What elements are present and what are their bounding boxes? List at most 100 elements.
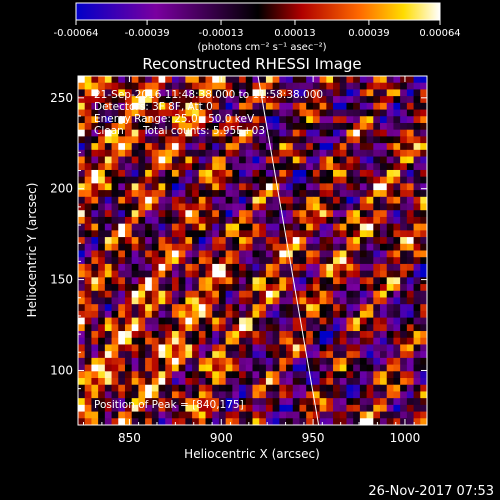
heatmap-cell [333,391,341,399]
heatmap-cell [413,183,421,191]
heatmap-cell [185,116,193,124]
heatmap-cell [272,277,280,285]
heatmap-cell [406,391,414,399]
heatmap-cell [393,344,401,352]
heatmap-cell [205,109,213,117]
heatmap-cell [353,270,361,278]
heatmap-cell [286,384,294,392]
heatmap-cell [286,176,294,184]
heatmap-cell [400,351,408,359]
heatmap-cell [319,391,327,399]
heatmap-cell [265,263,274,272]
heatmap-cell [171,297,180,305]
heatmap-cell [400,411,408,419]
heatmap-cell [359,351,367,359]
heatmap-cell [366,129,374,137]
heatmap-cell [319,237,327,245]
heatmap-cell [406,96,414,104]
heatmap-cell [151,418,159,425]
heatmap-cell [84,391,92,399]
heatmap-cell [393,317,401,325]
heatmap-cell [124,203,133,211]
heatmap-cell [151,364,159,372]
heatmap-cell [185,109,193,117]
heatmap-cell [165,156,173,164]
heatmap-cell [359,102,367,110]
heatmap-cell [413,270,421,278]
heatmap-cell [91,76,99,84]
heatmap-cell [131,270,139,278]
heatmap-cell [158,243,166,251]
heatmap-cell [192,243,200,251]
heatmap-cell [198,310,206,319]
heatmap-cell [239,263,247,272]
heatmap-cell [218,183,227,191]
heatmap-cell [306,344,314,352]
heatmap-cell [78,391,86,399]
heatmap-cell [413,337,421,345]
heatmap-cell [171,290,180,298]
heatmap-cell [259,203,267,211]
heatmap-cell [212,304,220,312]
heatmap-cell [319,263,327,272]
heatmap-cell [198,344,206,352]
heatmap-cell [239,404,247,412]
heatmap-cell [346,391,354,399]
heatmap-cell [286,297,294,305]
heatmap-cell [393,324,401,332]
heatmap-cell [265,223,274,231]
heatmap-cell [158,216,166,225]
heatmap-cell [145,364,153,372]
heatmap-cell [353,263,361,272]
heatmap-cell [185,96,193,104]
heatmap-cell [91,216,99,225]
heatmap-cell [225,277,233,285]
heatmap-cell [171,149,180,157]
heatmap-cell [400,270,408,278]
heatmap-cell [165,237,173,245]
heatmap-cell [131,156,139,164]
heatmap-cell [333,223,341,231]
heatmap-cell [98,89,106,97]
heatmap-cell [165,149,173,157]
heatmap-cell [158,351,166,359]
heatmap-cell [346,136,354,144]
heatmap-cell [218,317,227,325]
heatmap-cell [380,76,388,84]
heatmap-cell [212,136,220,144]
heatmap-cell [346,89,354,97]
heatmap-cell [198,284,206,292]
heatmap-cell [420,129,427,137]
heatmap-cell [171,136,180,144]
heatmap-cell [339,196,347,204]
heatmap-cell [178,331,186,339]
heatmap-cell [406,216,414,225]
heatmap-cell [245,223,253,231]
heatmap-cell [171,331,180,339]
heatmap-cell [413,223,421,231]
heatmap-cell [212,263,220,272]
heatmap-cell [386,116,394,124]
heatmap-cell [319,277,327,285]
heatmap-cell [98,109,106,117]
heatmap-cell [346,122,354,131]
y-tick-label: 100 [50,363,73,377]
heatmap-cell [118,237,126,245]
heatmap-cell [326,196,334,204]
heatmap-cell [78,284,86,292]
heatmap-cell [192,109,200,117]
heatmap-cell [373,357,381,365]
heatmap-cell [299,196,307,204]
heatmap-cell [292,216,300,225]
heatmap-cell [131,203,139,211]
heatmap-cell [292,196,300,204]
heatmap-cell [353,337,361,345]
heatmap-cell [91,82,99,90]
heatmap-cell [373,310,381,319]
heatmap-cell [413,290,421,298]
heatmap-cell [292,357,300,365]
heatmap-cell [198,136,206,144]
heatmap-cell [359,404,367,412]
heatmap-cell [198,102,206,110]
heatmap-cell [84,263,92,272]
